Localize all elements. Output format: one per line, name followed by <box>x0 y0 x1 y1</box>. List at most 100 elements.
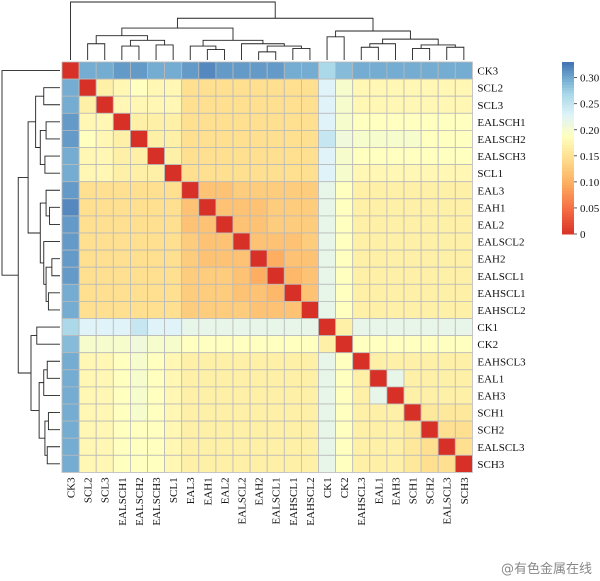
heatmap-cell <box>95 181 114 200</box>
heatmap-cell <box>198 369 217 388</box>
heatmap-cell <box>181 454 200 473</box>
heatmap-cell <box>198 198 217 217</box>
colorbar-tick-label: 0.30 <box>580 73 600 85</box>
dendrogram-branch <box>51 258 60 277</box>
heatmap-cell <box>78 437 97 456</box>
heatmap-cell <box>369 112 388 131</box>
colorbar-segment <box>562 142 574 146</box>
heatmap-cell <box>181 181 200 200</box>
column-label: EAH2 <box>254 477 266 505</box>
heatmap-cell <box>112 369 131 388</box>
colorbar-segment <box>562 231 574 235</box>
dendrogram-branch <box>45 266 52 302</box>
heatmap-cell <box>112 283 131 302</box>
dendrogram-branch <box>49 206 60 225</box>
heatmap-cell <box>249 300 268 319</box>
heatmap-cell <box>181 437 200 456</box>
heatmap-cell <box>352 369 371 388</box>
heatmap-cell <box>420 386 439 405</box>
heatmap-cell <box>352 232 371 251</box>
heatmap-cell <box>437 112 456 131</box>
heatmap-cell <box>420 147 439 166</box>
heatmap-cell <box>112 232 131 251</box>
heatmap-cell <box>198 249 217 268</box>
heatmap-cell <box>249 232 268 251</box>
heatmap-cell <box>61 300 80 319</box>
heatmap-cell <box>318 352 337 371</box>
heatmap-cell <box>95 283 114 302</box>
heatmap-cell <box>386 198 405 217</box>
heatmap-cell <box>437 232 456 251</box>
heatmap-cell <box>215 78 234 97</box>
heatmap-cell <box>266 164 285 183</box>
heatmap-cell <box>300 386 319 405</box>
colorbar-segment <box>562 116 574 120</box>
heatmap-cell <box>454 386 473 405</box>
heatmap-cell <box>215 454 234 473</box>
heatmap-cell <box>352 129 371 148</box>
heatmap-cell <box>386 437 405 456</box>
heatmap-cell <box>78 335 97 354</box>
heatmap-cell <box>386 369 405 388</box>
heatmap-cell <box>232 215 251 234</box>
heatmap-cell <box>95 386 114 405</box>
heatmap-cell <box>129 78 148 97</box>
heatmap-cell <box>300 454 319 473</box>
heatmap-cell <box>454 181 473 200</box>
colorbar-tick-label: 0.25 <box>580 99 600 111</box>
heatmap-cell <box>61 386 80 405</box>
heatmap-cell <box>403 215 422 234</box>
heatmap-cell <box>437 61 456 80</box>
heatmap-cell <box>164 215 183 234</box>
row-label: SCH1 <box>477 408 504 420</box>
heatmap-cell <box>403 78 422 97</box>
heatmap-cell <box>61 335 80 354</box>
heatmap-cell <box>283 215 302 234</box>
heatmap-cell <box>283 352 302 371</box>
heatmap-cell <box>112 78 131 97</box>
heatmap-cell <box>215 129 234 148</box>
heatmap-cell <box>147 198 166 217</box>
colorbar-segment <box>562 202 574 206</box>
heatmap-cell <box>420 61 439 80</box>
heatmap-cell <box>403 403 422 422</box>
colorbar-segment <box>562 213 574 218</box>
row-label: SCL2 <box>477 83 503 95</box>
heatmap-cell <box>181 283 200 302</box>
dendrogram-branch <box>121 27 234 41</box>
heatmap-cell <box>266 437 285 456</box>
heatmap-cell <box>454 61 473 80</box>
heatmap-cell <box>335 420 354 439</box>
heatmap-cell <box>232 283 251 302</box>
colorbar-segment <box>562 222 574 226</box>
heatmap-cell <box>249 95 268 114</box>
heatmap-cell <box>335 215 354 234</box>
heatmap-cell <box>454 112 473 131</box>
heatmap-cell <box>112 420 131 439</box>
heatmap-cell <box>454 420 473 439</box>
heatmap-cell <box>318 266 337 285</box>
heatmap-cell <box>215 215 234 234</box>
column-label: EAH3 <box>390 477 402 506</box>
heatmap-cell <box>181 147 200 166</box>
heatmap-cell <box>198 403 217 422</box>
heatmap-cell <box>386 318 405 337</box>
heatmap-cell <box>454 215 473 234</box>
heatmap-cell <box>335 112 354 131</box>
heatmap-cell <box>403 437 422 456</box>
heatmap-cell <box>369 386 388 405</box>
heatmap-cell <box>78 266 97 285</box>
heatmap-cell <box>335 300 354 319</box>
heatmap-cell <box>403 249 422 268</box>
dendrogram-branch <box>335 30 411 40</box>
heatmap-cell <box>164 95 183 114</box>
heatmap-cell <box>249 198 268 217</box>
heatmap-cell <box>437 283 456 302</box>
heatmap-cell <box>454 249 473 268</box>
heatmap-cell <box>352 112 371 131</box>
watermark: @有色金属在线 <box>500 562 592 577</box>
dendrogram-branch <box>27 121 41 234</box>
heatmap-cell <box>129 249 148 268</box>
row-label: SCL1 <box>477 168 503 180</box>
colorbar-segment <box>562 156 574 160</box>
